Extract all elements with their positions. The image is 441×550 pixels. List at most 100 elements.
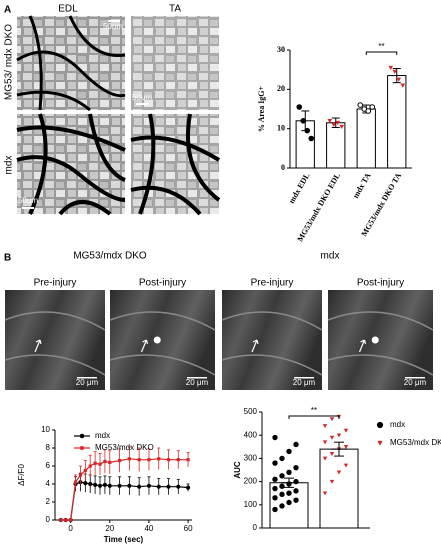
point (339, 124, 345, 129)
arrow (34, 339, 42, 353)
point (147, 458, 151, 462)
scale-bar (294, 377, 314, 379)
annotation: ** (311, 406, 317, 415)
point (102, 482, 108, 487)
point (331, 122, 337, 128)
y-tick-label: 300 (244, 454, 258, 463)
scale-label: 20 μm (293, 378, 316, 387)
micrograph (5, 290, 105, 390)
y-tick-label: 10 (41, 425, 50, 434)
point (286, 469, 292, 476)
point (108, 460, 112, 464)
column-label: EDL (58, 4, 78, 15)
point (157, 457, 161, 461)
y-tick-label: 500 (244, 407, 258, 416)
point (293, 464, 299, 471)
point (279, 483, 285, 489)
point (400, 83, 406, 88)
point (146, 483, 152, 488)
column-label: TA (169, 4, 181, 15)
point (272, 476, 278, 482)
point (336, 470, 342, 475)
scale-label: 20 μm (186, 378, 209, 387)
significance-bracket (365, 51, 398, 55)
point (279, 503, 285, 509)
point (322, 491, 328, 496)
point (93, 461, 97, 465)
point (293, 497, 299, 503)
point (369, 104, 376, 110)
y-tick-label: 6 (46, 461, 51, 470)
x-tick-label: 60 (184, 524, 193, 533)
point (88, 481, 93, 487)
point (73, 480, 78, 484)
point (322, 424, 328, 429)
point (176, 458, 180, 462)
point (272, 460, 278, 466)
fiber-edge (4, 311, 106, 376)
point (388, 65, 394, 70)
scale-label: 50um (18, 196, 38, 205)
point (93, 482, 98, 487)
point (293, 488, 299, 494)
annotation: ** (378, 42, 384, 51)
panel-label: A (4, 5, 11, 16)
point (357, 102, 364, 108)
point (117, 483, 122, 488)
micrograph (328, 290, 433, 390)
panel-label: B (4, 253, 11, 264)
point (336, 433, 342, 438)
y-axis-label: AUC (233, 461, 242, 479)
fiber-edge (221, 311, 323, 376)
point (97, 483, 103, 488)
y-tick-label: 10 (277, 123, 285, 132)
injury-site (371, 336, 379, 344)
y-tick-label: 0 (46, 515, 51, 524)
point (396, 77, 402, 82)
point (304, 127, 311, 134)
point (392, 69, 398, 74)
point (286, 499, 292, 506)
scale-bar (405, 377, 425, 379)
point (279, 455, 285, 462)
column-label: Pre-injury (34, 278, 77, 289)
point (272, 495, 278, 501)
point (88, 464, 92, 468)
point (117, 459, 122, 463)
point (69, 518, 73, 522)
point (137, 484, 142, 489)
point (78, 473, 83, 477)
point (80, 446, 84, 450)
point (343, 463, 349, 468)
fiber-edge (327, 311, 434, 376)
point (127, 457, 131, 461)
point (343, 428, 349, 433)
bar (356, 108, 376, 169)
point (329, 479, 335, 484)
y-tick-label: 20 (277, 84, 285, 93)
y-tick-label: 100 (244, 500, 258, 509)
row-label: mdx (4, 156, 15, 175)
point (343, 445, 349, 449)
significance-bracket (288, 415, 340, 419)
x-tick-label: 0 (68, 524, 73, 533)
bar (319, 448, 359, 529)
y-axis-label: ΔF/F0 (17, 464, 26, 486)
arrow (358, 339, 367, 353)
point (377, 440, 383, 446)
scale-bar (187, 377, 207, 379)
arrow (140, 339, 149, 353)
x-tick-label: 40 (144, 524, 153, 533)
row-label: MG53/ mdx DKO (4, 24, 15, 100)
x-axis-label: Time (sec) (104, 535, 144, 544)
point (272, 506, 278, 513)
fiber-edge (109, 311, 216, 376)
group-label: MG53/mdx DKO (73, 251, 147, 262)
point (329, 435, 335, 440)
y-tick-label: 30 (277, 45, 285, 54)
micrograph (130, 113, 221, 216)
point (166, 458, 171, 462)
point (296, 104, 303, 110)
column-label: Post-injury (139, 278, 186, 289)
